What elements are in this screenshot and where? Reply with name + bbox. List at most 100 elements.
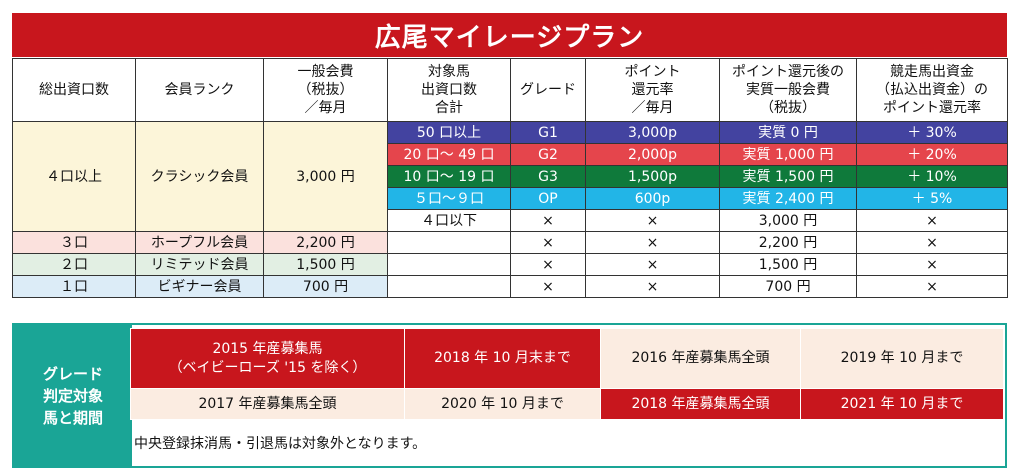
tier-actual: 実質 0 円 [719,121,857,144]
classic-fee: 3,000 円 [263,121,388,232]
header-actual-fee: ポイント還元後の 実質一般会費 （税抜） [719,58,857,122]
period-cell: 2018 年 10 月末まで [404,327,601,390]
period-cell: 2021 年 10 月まで [800,388,1004,420]
period-cell: 2019 年 10 月まで [800,327,1004,390]
member-rank: リミテッド会員 [135,253,264,276]
member-race: × [856,275,1008,298]
table-row: ２口 リミテッド会員 1,500 円 × × 1,500 円 × [12,253,1008,276]
tier-race: ＋ 30% [856,121,1008,144]
tier-rate: 600p [585,187,720,210]
member-grade: × [510,253,586,276]
header-fee-line: ／毎月 [304,100,347,116]
member-fee: 1,500 円 [263,253,388,276]
tier-target: 50 口以上 [387,121,511,144]
member-target [387,275,511,298]
table-row: ３口 ホープフル会員 2,200 円 × × 2,200 円 × [12,231,1008,254]
header-fee-line: （税抜） [297,82,354,98]
header-rate-line: ポイント [624,64,681,80]
period-cell: 2018 年産募集馬全頭 [600,388,801,420]
header-race-line: （払込出資金）の [876,82,988,98]
member-rank: ビギナー会員 [135,275,264,298]
table-row: ４口以上 クラシック会員 3,000 円 50 口以上 G1 3,000p 実質… [12,121,1008,232]
member-units: １口 [12,275,136,298]
header-target: 対象馬 出資口数 合計 [387,58,511,122]
table-row: １口 ビギナー会員 700 円 × × 700 円 × [12,275,1008,298]
grade-period-table: 2015 年産募集馬 （ベイビーローズ '15 を除く） 2018 年 10 月… [130,327,1004,420]
header-total-units: 総出資口数 [12,58,136,122]
header-fee: 一般会費 （税抜） ／毎月 [263,58,388,122]
header-race-rate: 競走馬出資金 （払込出資金）の ポイント還元率 [856,58,1008,122]
header-rank: 会員ランク [135,58,264,122]
period-cell: 2016 年産募集馬全頭 [600,327,801,390]
header-rate: ポイント 還元率 ／毎月 [585,58,720,122]
exclusion-note: 中央登録抹消馬・引退馬は対象外となります。 [134,436,427,452]
table-row: ５口～９口 OP 600p 実質 2,400 円 ＋ 5% [13,187,1008,210]
header-target-line: 合計 [435,100,463,116]
member-rate: × [585,253,720,276]
member-units: ２口 [12,253,136,276]
period-row: 2017 年産募集馬全頭 2020 年 10 月まで 2018 年産募集馬全頭 … [130,388,1004,420]
member-grade: × [510,231,586,254]
member-units: ３口 [12,231,136,254]
member-race: × [856,231,1008,254]
grade-period-box: グレード 判定対象 馬と期間 [12,323,1007,468]
member-rate: × [585,231,720,254]
tier-rate: 2,000p [585,143,720,166]
member-fee: 2,200 円 [263,231,388,254]
tier-race: ＋ 5% [856,187,1008,210]
grade-period-label-line: 馬と期間 [42,408,103,427]
table-row: 20 口～ 49 口 G2 2,000p 実質 1,000 円 ＋ 20% [13,143,1008,166]
header-rate-line: 還元率 [631,82,674,98]
tier-target: 20 口～ 49 口 [387,143,511,166]
header-grade: グレード [510,58,586,122]
classic-units: ４口以上 [12,121,136,232]
member-actual: 700 円 [719,275,857,298]
header-target-line: 対象馬 [428,64,470,80]
period-cell: 2020 年 10 月まで [404,388,601,420]
classic-rank: クラシック会員 [135,121,264,232]
tier-actual: 3,000 円 [719,209,857,232]
period-cell: 2015 年産募集馬 （ベイビーローズ '15 を除く） [130,327,405,390]
tier-actual: 実質 1,500 円 [719,165,857,188]
tier-target: 10 口～ 19 口 [387,165,511,188]
mileage-plan-table: 総出資口数 会員ランク 一般会費 （税抜） ／毎月 対象馬 出資口数 合計 グレ… [12,58,1008,298]
tier-grade: G1 [510,121,586,144]
period-row: 2015 年産募集馬 （ベイビーローズ '15 を除く） 2018 年 10 月… [130,327,1004,390]
tier-race: ＋ 20% [856,143,1008,166]
member-actual: 1,500 円 [719,253,857,276]
member-target [387,253,511,276]
period-cell-line: （ベイビーローズ '15 を除く） [168,359,367,376]
tier-rate: 1,500p [585,165,720,188]
tier-grade: G3 [510,165,586,188]
tier-target: ４口以下 [387,209,511,232]
member-actual: 2,200 円 [719,231,857,254]
header-race-line: ポイント還元率 [883,100,981,116]
header-race-line: 競走馬出資金 [890,64,974,80]
tier-target: ５口～９口 [387,187,511,210]
tier-actual: 実質 1,000 円 [719,143,857,166]
period-cell: 2017 年産募集馬全頭 [130,388,405,420]
member-rank: ホープフル会員 [135,231,264,254]
header-actual-line: 実質一般会費 [746,82,830,98]
header-row: 総出資口数 会員ランク 一般会費 （税抜） ／毎月 対象馬 出資口数 合計 グレ… [12,58,1008,122]
member-fee: 700 円 [263,275,388,298]
table-row: ４口以下 × × 3,000 円 × [13,209,1008,232]
period-cell-line: 2015 年産募集馬 [212,340,323,357]
header-actual-line: ポイント還元後の [732,64,844,80]
tier-race: ＋ 10% [856,165,1008,188]
tier-actual: 実質 2,400 円 [719,187,857,210]
tier-rate: 3,000p [585,121,720,144]
member-target [387,231,511,254]
grade-period-label: グレード 判定対象 馬と期間 [14,325,132,466]
header-target-line: 出資口数 [421,82,477,98]
member-grade: × [510,275,586,298]
tier-grade: G2 [510,143,586,166]
grade-period-label-line: グレード [42,364,103,383]
plan-title: 広尾マイレージプラン [12,13,1007,57]
member-rate: × [585,275,720,298]
tier-race: × [856,209,1008,232]
grade-period-label-line: 判定対象 [42,386,103,405]
tier-rate: × [585,209,720,232]
header-fee-line: 一般会費 [297,64,354,80]
header-actual-line: （税抜） [760,100,816,116]
